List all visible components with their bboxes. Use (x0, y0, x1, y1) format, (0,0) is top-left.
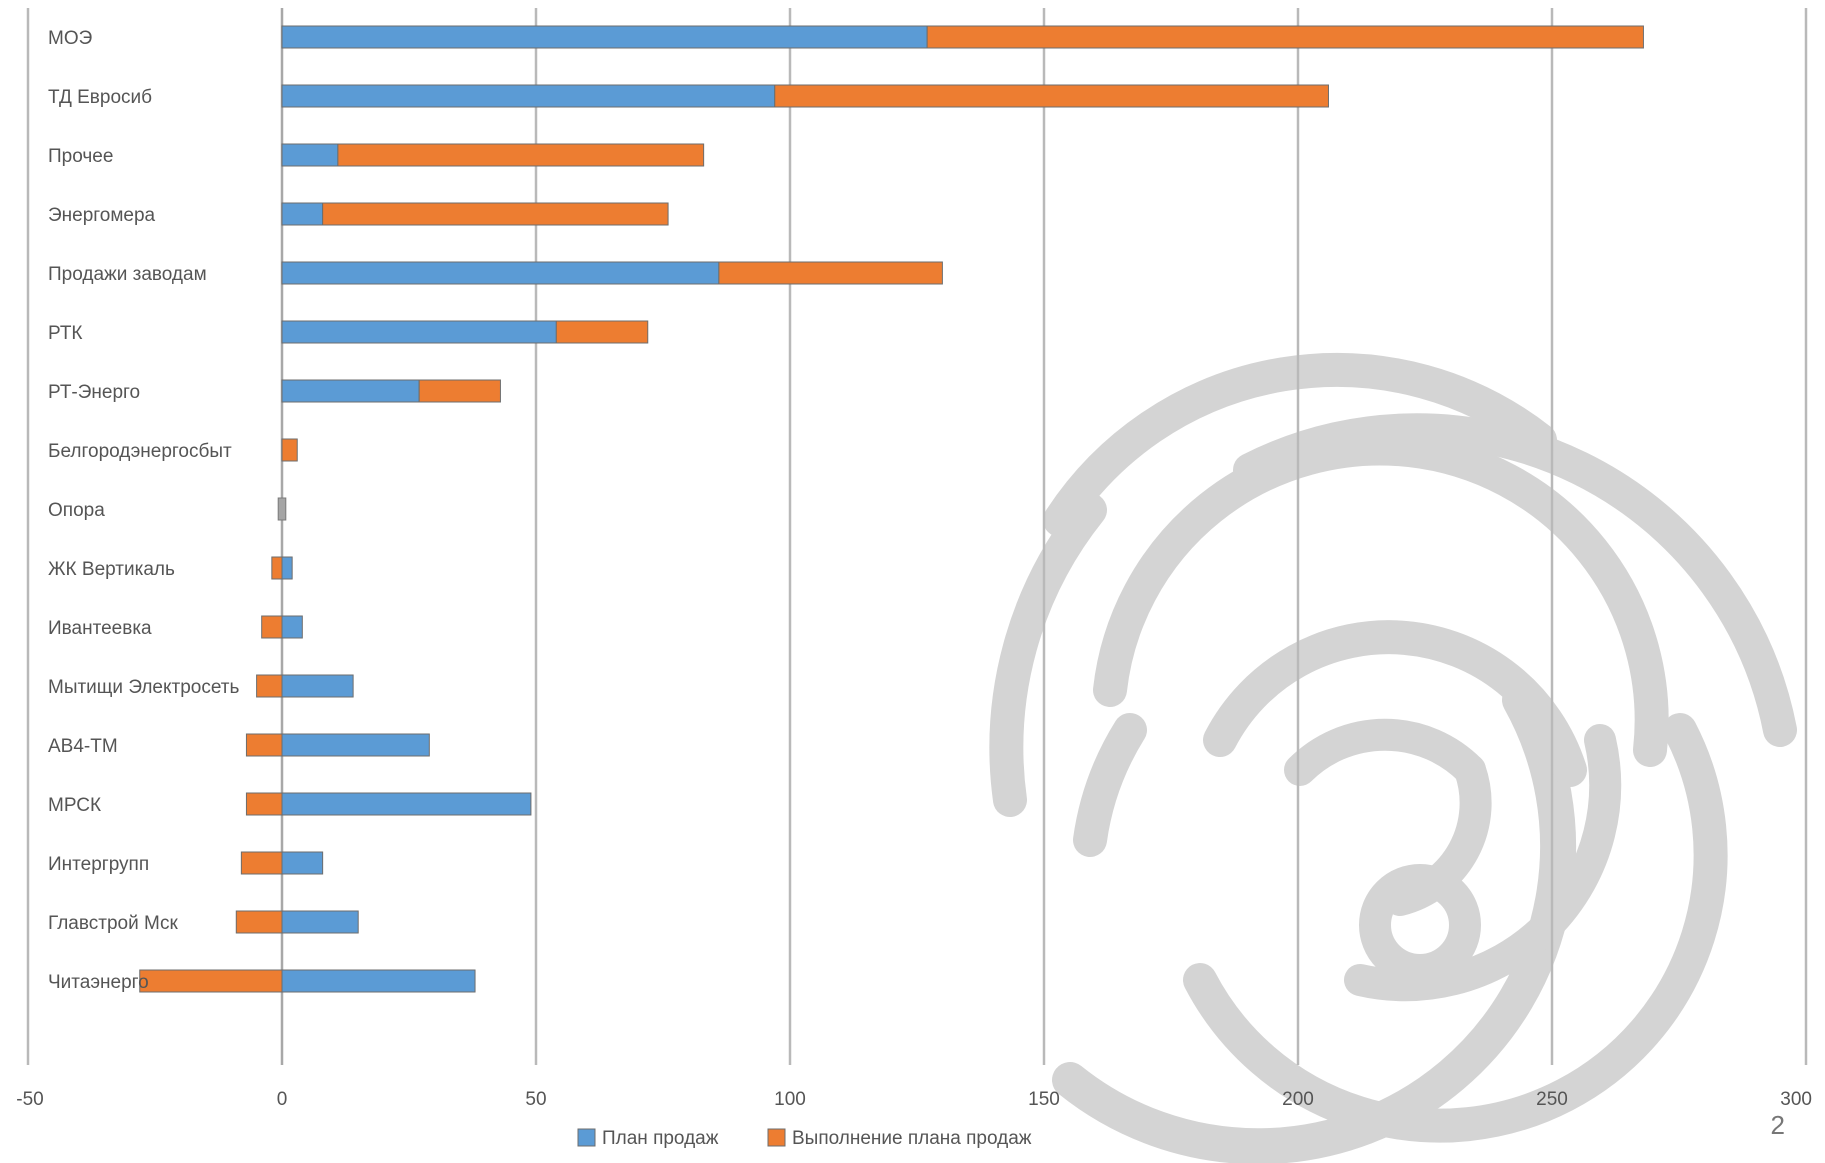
category-label: Прочее (48, 146, 113, 167)
bar-segment-plan (281, 792, 532, 816)
bar-segment-execution (235, 910, 283, 934)
fingerprint-watermark-icon (989, 352, 1797, 1163)
category-label: Главстрой Мск (48, 913, 179, 934)
bar-segment-execution (555, 320, 649, 344)
bar-segment-execution (337, 143, 705, 167)
category-label: Белгородэнергосбыт (48, 441, 232, 462)
grid (26, 8, 1808, 1065)
x-tick-label: -50 (16, 1089, 43, 1110)
page-number: 2 (1770, 1110, 1785, 1140)
category-label: Ивантеевка (48, 618, 152, 639)
category-label: Энергомера (48, 205, 156, 226)
bar-segment-plan (281, 143, 339, 167)
bar-segment-execution (774, 84, 1329, 108)
bar-segment-execution (718, 261, 943, 285)
bar-segment-plan (281, 556, 293, 580)
bar-segment-other (277, 497, 287, 521)
category-label: РТ-Энерго (48, 382, 140, 403)
bars (139, 25, 1644, 993)
category-label: Интергрупп (48, 854, 149, 875)
legend-label: Выполнение плана продаж (792, 1128, 1032, 1149)
bar-segment-plan (281, 84, 776, 108)
bar-segment-plan (281, 202, 324, 226)
category-label: РТК (48, 323, 83, 344)
bar-segment-execution (139, 969, 283, 993)
x-tick-label: 150 (1028, 1089, 1060, 1110)
legend-swatch (577, 1128, 596, 1147)
bar-segment-plan (281, 615, 303, 639)
bar-segment-execution (245, 733, 283, 757)
category-label: АВ4-ТМ (48, 736, 118, 757)
category-label: МОЭ (48, 28, 92, 49)
x-tick-label: 100 (774, 1089, 806, 1110)
category-label: ЖК Вертикаль (48, 559, 175, 580)
bar-segment-execution (322, 202, 669, 226)
category-label: ТД Евросиб (48, 87, 152, 108)
x-tick-label: 50 (525, 1089, 546, 1110)
bar-segment-execution (281, 438, 298, 462)
category-label: Мытищи Электросеть (48, 677, 240, 698)
bar-segment-execution (926, 25, 1644, 49)
category-label: Продажи заводам (48, 264, 207, 285)
category-label: Опора (48, 500, 105, 521)
bar-segment-execution (261, 615, 283, 639)
x-axis-ticks: -50 0 50 100 150 200 250 300 (16, 1089, 1812, 1110)
bar-segment-plan (281, 25, 928, 49)
bar-segment-plan (281, 674, 354, 698)
bar-segment-execution (418, 379, 501, 403)
bar-segment-plan (281, 320, 557, 344)
bar-segment-plan (281, 733, 430, 757)
x-tick-label: 0 (277, 1089, 288, 1110)
x-tick-label: 300 (1780, 1089, 1812, 1110)
legend: План продаж Выполнение плана продаж (577, 1128, 1032, 1149)
bar-segment-plan (281, 379, 420, 403)
bar-segment-plan (281, 851, 324, 875)
bar-segment-plan (281, 261, 720, 285)
x-tick-label: 250 (1536, 1089, 1568, 1110)
bar-segment-plan (281, 969, 476, 993)
legend-swatch (767, 1128, 786, 1147)
bar-segment-execution (245, 792, 283, 816)
legend-label: План продаж (602, 1128, 719, 1149)
category-label: Читаэнерго (48, 972, 149, 993)
bar-segment-plan (281, 910, 359, 934)
bar-segment-execution (256, 674, 283, 698)
category-label: МРСК (48, 795, 101, 816)
category-labels: МОЭ ТД Евросиб Прочее Энергомера Продажи зав… (48, 28, 240, 993)
x-tick-label: 200 (1282, 1089, 1314, 1110)
bar-segment-execution (240, 851, 283, 875)
bar-segment-execution (271, 556, 283, 580)
